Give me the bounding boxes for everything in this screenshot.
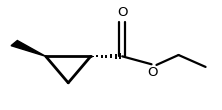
Text: O: O xyxy=(147,66,158,79)
Text: O: O xyxy=(117,6,127,19)
Polygon shape xyxy=(11,40,46,56)
